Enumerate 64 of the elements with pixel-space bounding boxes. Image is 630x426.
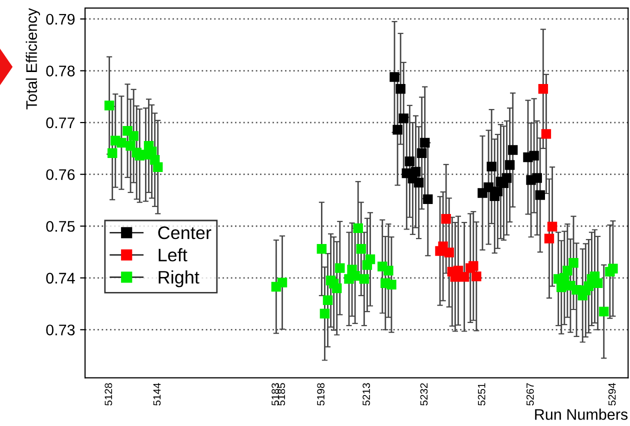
point [504,160,515,170]
point [472,271,482,282]
point [592,278,603,288]
x-tick-label: 5213 [362,383,370,406]
point [538,84,548,94]
point [541,129,552,139]
point [532,173,542,183]
x-tick-label: 5144 [153,383,161,406]
point [529,150,539,161]
point [128,131,138,141]
point [484,182,494,192]
x-axis-title: Run Numbers [535,408,628,420]
x-tick-label: 5128 [104,383,112,406]
point [365,254,376,264]
point [153,162,163,172]
y-tick-label: 0.76 [46,169,75,180]
point [410,166,421,177]
y-tick-label: 0.73 [46,324,75,336]
y-tick-label: 0.75 [46,220,75,232]
point [459,272,470,282]
point [598,306,609,316]
point [116,138,126,148]
point [444,248,454,258]
point [547,222,558,232]
point [416,148,427,158]
point [332,283,342,294]
x-tick-label: 5267 [526,383,534,406]
point [320,308,330,319]
point [556,282,566,292]
point [492,186,503,196]
point [441,214,451,224]
x-tick-label: 5185 [278,383,286,406]
point [396,84,406,94]
point [502,173,512,183]
point [414,178,424,188]
point [386,280,396,290]
point [356,244,366,254]
point [568,258,578,268]
point [486,162,496,172]
y-axis-title: Total Efficiency [26,8,40,110]
legend-label: Left [158,248,188,262]
x-tick-label: 5251 [478,383,486,406]
point [508,145,518,155]
point [384,266,394,276]
y-tick-label: 0.79 [46,14,75,25]
y-tick-label: 0.78 [46,66,75,76]
point [404,156,415,166]
point [322,295,333,306]
x-tick-label: 5294 [608,383,616,406]
point [562,266,572,276]
point [468,261,478,271]
y-tick-label: 0.74 [46,272,75,284]
y-tick-label: 0.77 [46,117,75,128]
point [359,274,370,284]
point [544,234,554,244]
x-tick-label: 5232 [420,383,428,406]
point [335,263,345,273]
point [316,244,327,254]
point [277,278,288,288]
legend-label: Right [158,270,200,288]
point [608,264,618,274]
legend-label: Center [158,226,212,240]
point [535,190,545,200]
x-tick-label: 5198 [317,383,324,406]
